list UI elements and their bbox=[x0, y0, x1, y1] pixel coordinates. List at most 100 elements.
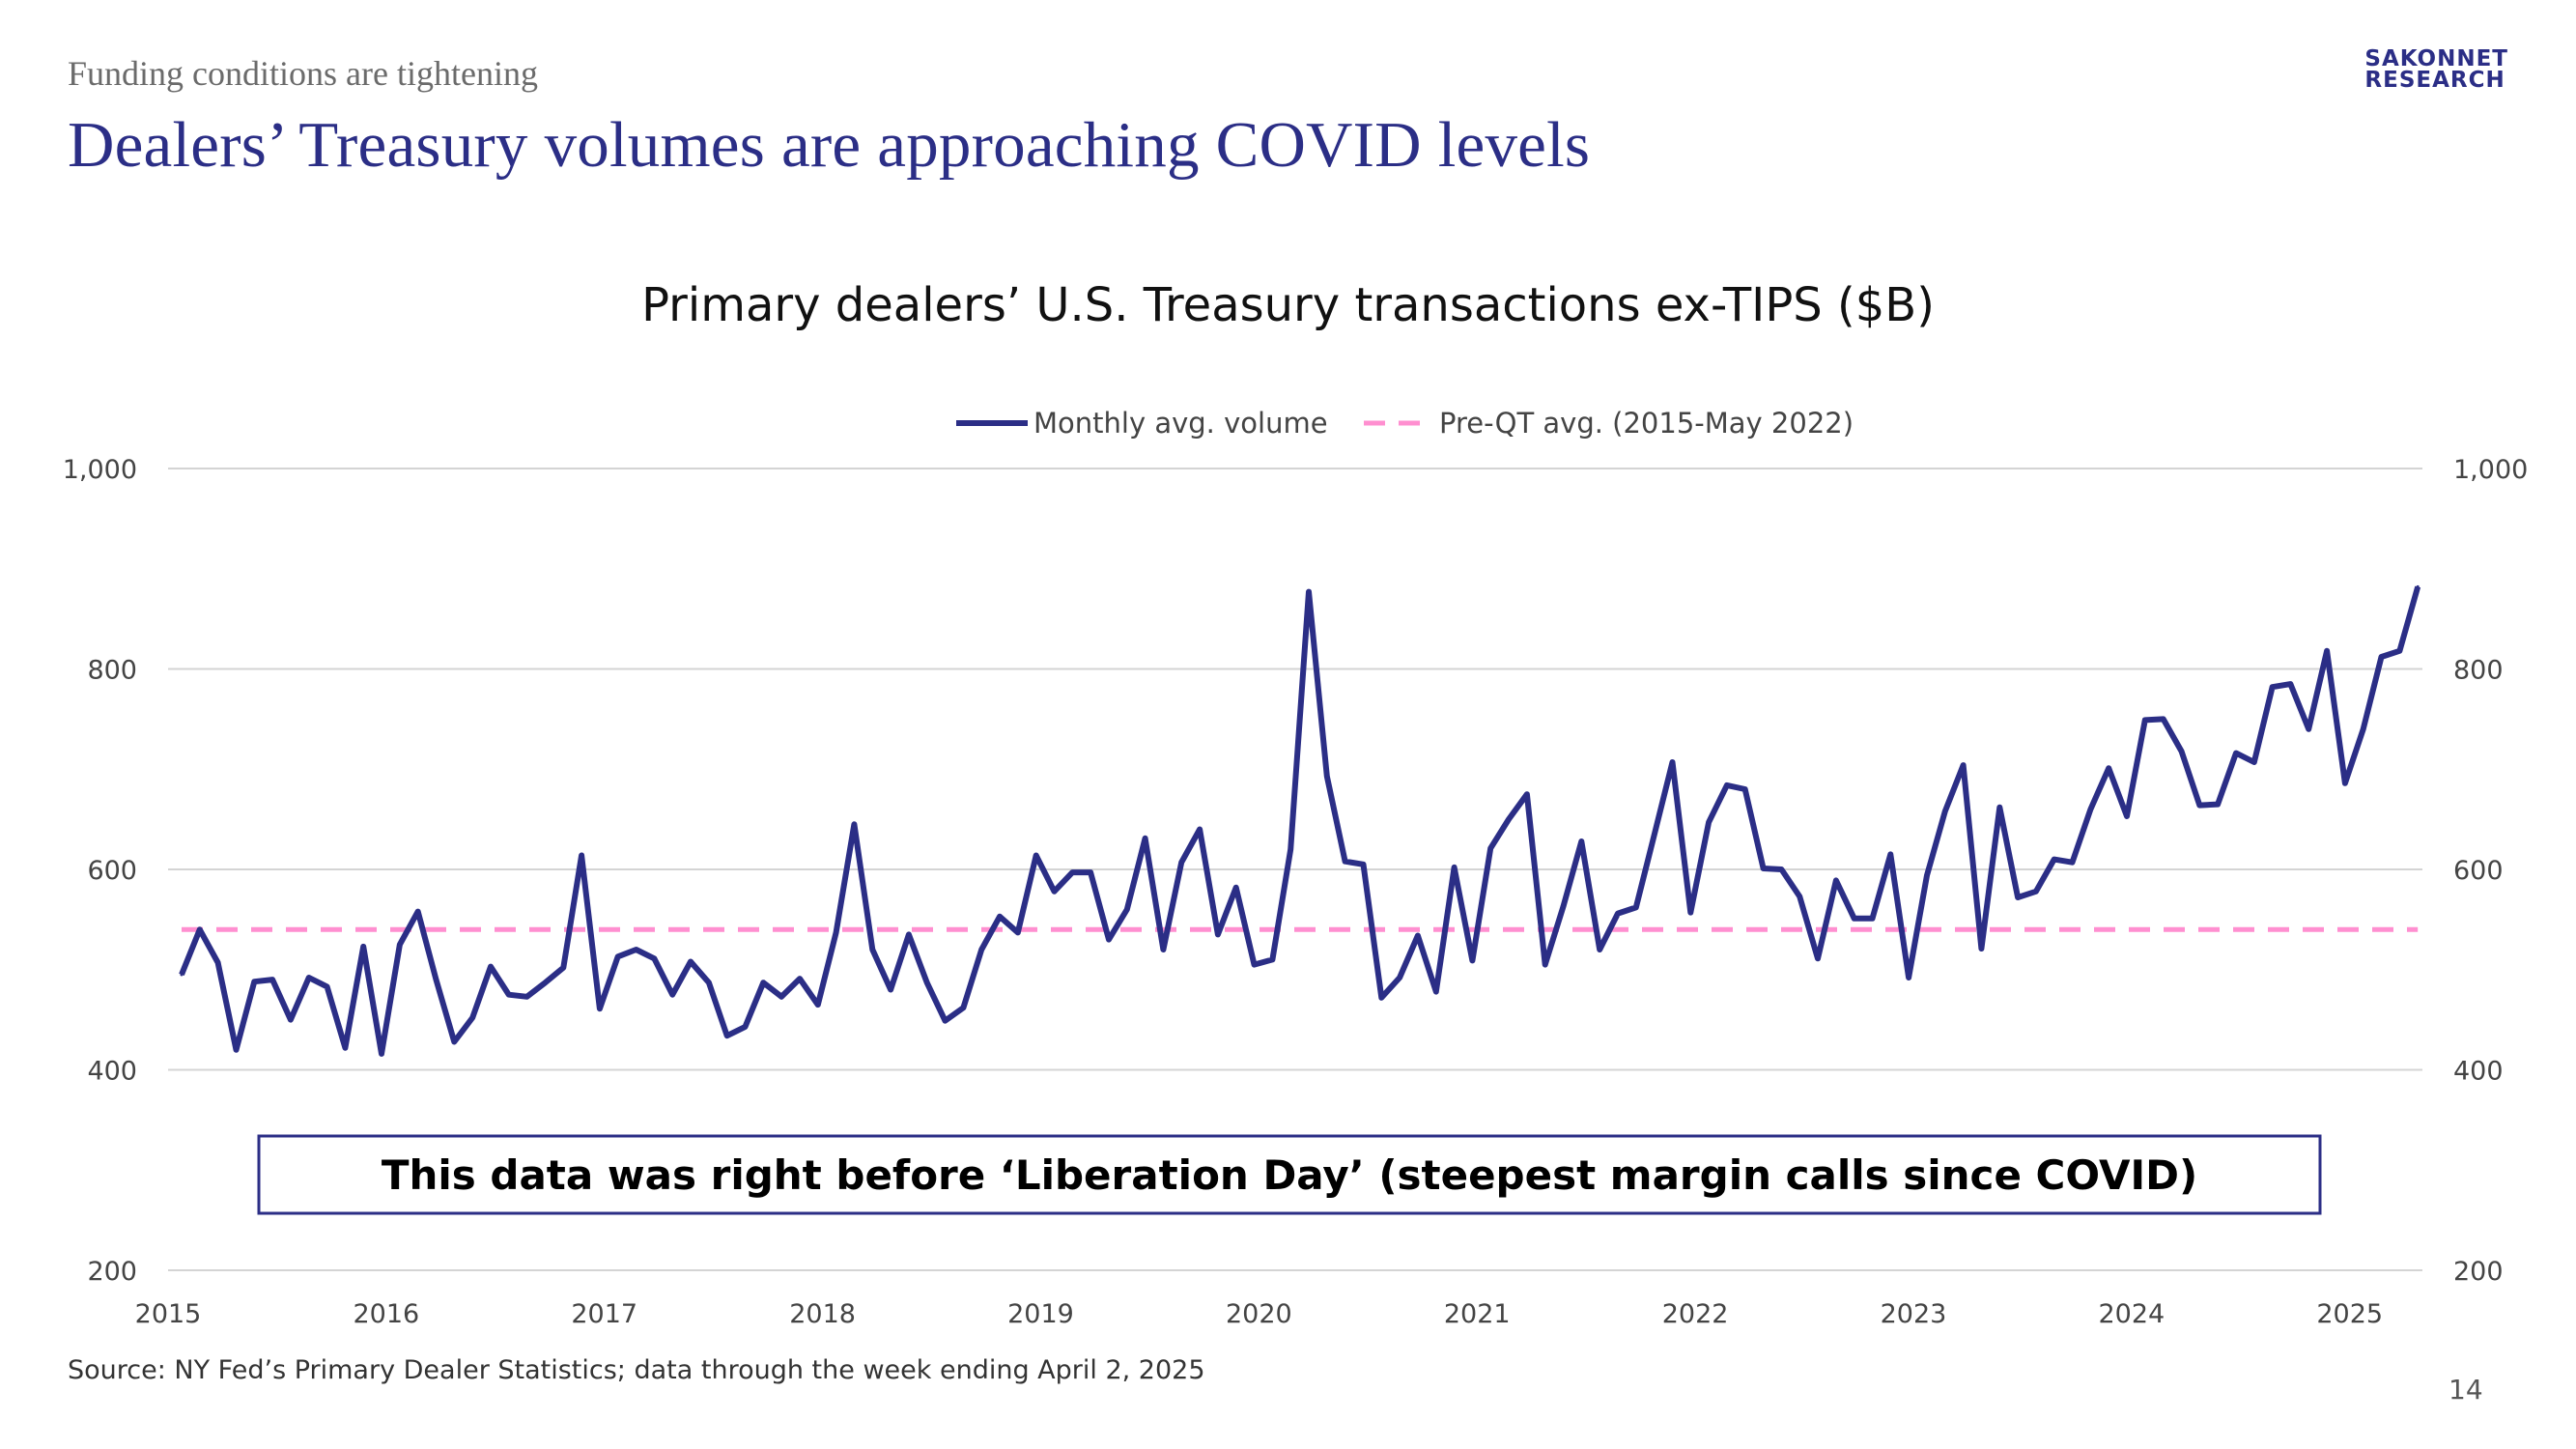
data-point bbox=[1834, 878, 1838, 882]
data-point bbox=[2416, 584, 2420, 588]
y-tick-right-400: 400 bbox=[2453, 1057, 2504, 1087]
data-point bbox=[670, 993, 674, 997]
data-point bbox=[1888, 852, 1892, 856]
data-point bbox=[2197, 804, 2201, 808]
y-tick-left-600: 600 bbox=[87, 856, 137, 886]
series-line-monthly-avg-volume bbox=[179, 585, 2421, 1057]
data-point bbox=[2216, 803, 2220, 807]
data-point bbox=[1853, 917, 1856, 921]
data-point bbox=[925, 980, 929, 984]
data-point bbox=[216, 960, 220, 964]
data-point bbox=[2052, 858, 2056, 862]
data-point bbox=[979, 948, 983, 952]
data-point bbox=[2179, 750, 2183, 753]
data-point bbox=[779, 995, 783, 999]
x-tick-2020: 2020 bbox=[1226, 1299, 1292, 1329]
data-point bbox=[1416, 933, 1420, 937]
data-point bbox=[1288, 847, 1292, 851]
x-tick-2024: 2024 bbox=[2098, 1299, 2165, 1329]
x-axis: 2015 2016 2017 2018 2019 2020 2021 2022 2023 2024… bbox=[135, 1299, 2383, 1329]
data-point bbox=[2162, 717, 2166, 721]
data-point bbox=[1453, 866, 1457, 869]
data-point bbox=[944, 1019, 948, 1023]
x-tick-2018: 2018 bbox=[789, 1299, 856, 1329]
data-point bbox=[889, 988, 892, 991]
data-point bbox=[2343, 781, 2347, 785]
data-point bbox=[1962, 763, 1966, 767]
data-point bbox=[470, 1016, 474, 1020]
data-point bbox=[1398, 976, 1401, 980]
data-point bbox=[2071, 861, 2075, 865]
data-point bbox=[1707, 820, 1711, 824]
data-point bbox=[1344, 860, 1347, 864]
data-point bbox=[2271, 685, 2275, 689]
data-point bbox=[2234, 752, 2238, 755]
data-point bbox=[1107, 938, 1111, 942]
data-point bbox=[561, 966, 565, 970]
legend-label-monthly-avg-volume: Monthly avg. volume bbox=[1033, 407, 1328, 440]
data-point bbox=[2325, 649, 2329, 653]
data-point bbox=[2288, 682, 2292, 686]
data-point bbox=[525, 995, 529, 999]
data-point bbox=[961, 1006, 965, 1009]
data-point bbox=[598, 1007, 602, 1010]
data-point bbox=[398, 943, 402, 947]
data-point bbox=[252, 980, 256, 983]
data-point bbox=[907, 932, 911, 936]
data-point bbox=[1198, 828, 1202, 831]
y-tick-right-1000: 1,000 bbox=[2453, 455, 2528, 485]
data-point bbox=[2362, 727, 2365, 731]
data-point bbox=[1125, 908, 1129, 911]
chart-legend: Monthly avg. volume Pre-QT avg. (2015-Ma… bbox=[956, 407, 1854, 440]
data-point bbox=[1616, 912, 1620, 916]
data-point bbox=[1216, 932, 1220, 936]
data-point bbox=[580, 853, 583, 857]
data-point bbox=[725, 1034, 729, 1037]
y-tick-right-600: 600 bbox=[2453, 856, 2504, 886]
source-note: Source: NY Fed’s Primary Dealer Statisti… bbox=[68, 1355, 1205, 1385]
data-point bbox=[2380, 655, 2384, 659]
data-point bbox=[1816, 956, 1820, 960]
data-point bbox=[1798, 895, 1801, 898]
x-tick-2022: 2022 bbox=[1662, 1299, 1729, 1329]
data-point bbox=[380, 1052, 383, 1056]
legend-label-pre-qt-avg: Pre-QT avg. (2015-May 2022) bbox=[1439, 407, 1854, 440]
data-point bbox=[2143, 718, 2147, 722]
logo-line-2: RESEARCH bbox=[2364, 68, 2505, 93]
data-point bbox=[416, 910, 420, 914]
data-point bbox=[1907, 976, 1911, 980]
data-point bbox=[635, 948, 638, 952]
gridlines bbox=[168, 468, 2422, 1271]
data-point bbox=[2125, 814, 2129, 818]
y-tick-right-800: 800 bbox=[2453, 656, 2504, 686]
data-point bbox=[1688, 911, 1692, 915]
slide-headline: Dealers’ Treasury volumes are approachin… bbox=[68, 109, 1591, 181]
data-point bbox=[1634, 905, 1638, 909]
data-point bbox=[1871, 917, 1874, 921]
data-point bbox=[689, 959, 693, 963]
chart-title: Primary dealers’ U.S. Treasury transacti… bbox=[641, 278, 1935, 332]
y-tick-left-200: 200 bbox=[87, 1257, 137, 1287]
y-tick-left-800: 800 bbox=[87, 656, 137, 686]
data-point bbox=[852, 822, 856, 826]
x-tick-2019: 2019 bbox=[1007, 1299, 1074, 1329]
data-point bbox=[835, 930, 838, 934]
data-point bbox=[1997, 806, 2001, 810]
y-tick-right-200: 200 bbox=[2453, 1257, 2504, 1287]
data-point bbox=[1325, 775, 1329, 779]
data-point bbox=[2397, 649, 2401, 653]
data-point bbox=[270, 978, 274, 981]
data-point bbox=[307, 976, 311, 980]
data-point bbox=[1762, 867, 1766, 870]
monthly-data-points bbox=[180, 584, 2420, 1056]
data-point bbox=[1488, 846, 1492, 850]
x-tick-2021: 2021 bbox=[1444, 1299, 1511, 1329]
y-tick-left-400: 400 bbox=[87, 1057, 137, 1087]
data-point bbox=[870, 948, 874, 952]
data-point bbox=[1434, 990, 1438, 994]
data-point bbox=[816, 1003, 820, 1007]
data-point bbox=[289, 1018, 293, 1022]
data-point bbox=[2107, 766, 2110, 770]
data-point bbox=[180, 973, 184, 977]
